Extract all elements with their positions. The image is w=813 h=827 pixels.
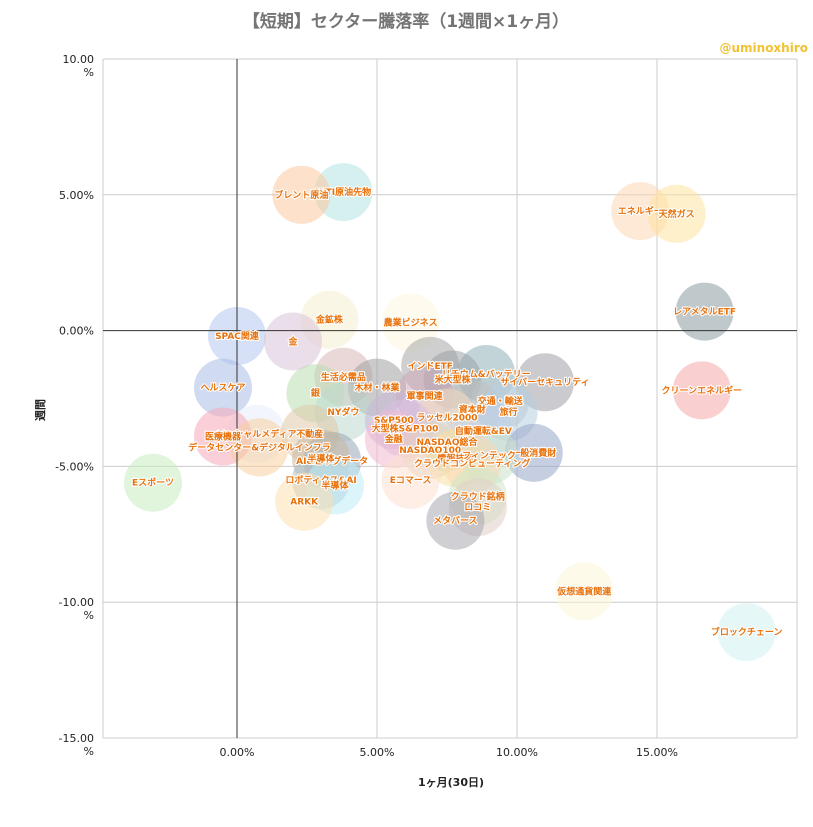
bubble-label: クリーンエネルギー bbox=[662, 384, 743, 396]
bubble-label: メタバース bbox=[433, 515, 478, 527]
bubble-label: フィンテック bbox=[462, 451, 516, 462]
bubble-label: ロボティクス&AI bbox=[285, 474, 356, 486]
bubble-label: 金 bbox=[287, 335, 298, 347]
bubble bbox=[272, 165, 331, 224]
bubble bbox=[504, 423, 563, 482]
bubble-label: リチウム&バッテリー bbox=[442, 369, 531, 380]
bubble bbox=[672, 361, 731, 420]
bubble-label: 大型株S&P100 bbox=[372, 422, 439, 434]
bubble-label: サイバーセキュリティ bbox=[500, 377, 589, 388]
bubble-label: ロコミ bbox=[464, 502, 491, 513]
bubble-label: レアメタルETF bbox=[673, 306, 736, 318]
bubble-label: NYダウ bbox=[327, 406, 359, 418]
x-tick-label: 10.00% bbox=[496, 746, 538, 759]
bubble-label: WTI原油先物 bbox=[316, 186, 371, 198]
bubble-label: 旅行 bbox=[500, 406, 518, 418]
bubble bbox=[230, 418, 289, 477]
bubble-label: 医療機器 bbox=[205, 431, 242, 443]
bubble-label: 金鉱株 bbox=[315, 314, 344, 326]
bubble bbox=[426, 491, 485, 550]
bubble-label: 半導体 bbox=[307, 452, 335, 464]
bubble-label: S&P500 bbox=[374, 416, 414, 426]
bubble-label: 情報技術 bbox=[436, 452, 473, 464]
bubble-label: ARKK bbox=[290, 498, 319, 508]
y-tick-label: -15.00 bbox=[59, 732, 94, 745]
bubble-label: ブロックチェーン bbox=[711, 626, 783, 638]
bubble-label: NASDAQ総合 bbox=[416, 436, 478, 448]
bubble-label: クラウド銘柄 bbox=[451, 490, 505, 502]
x-tick-label: 0.00% bbox=[220, 746, 255, 759]
author-handle: @uminoxhiro bbox=[719, 41, 808, 55]
bubble-label: 自動運転&EV bbox=[455, 425, 512, 437]
bubble bbox=[381, 293, 440, 352]
bubble bbox=[381, 450, 440, 509]
bubble-label: 軍事関連 bbox=[407, 390, 444, 402]
y-tick-label: 5.00% bbox=[59, 189, 94, 202]
bubble-label: ソーシャルメディア bbox=[216, 428, 296, 440]
bubble-label: NASDAQ100 bbox=[399, 446, 461, 456]
bubble-label: AI&ビッグデータ bbox=[296, 455, 368, 467]
bubble-label: インドETF bbox=[407, 361, 452, 372]
x-axis-label: 1ヶ月(30日) bbox=[418, 776, 484, 789]
zero-axes bbox=[103, 59, 797, 738]
bubble bbox=[314, 163, 373, 222]
y-tick-label-unit: % bbox=[84, 745, 94, 758]
bubble bbox=[264, 312, 322, 371]
bubble-label: Eスポーツ bbox=[132, 477, 174, 489]
y-tick-label: 0.00% bbox=[59, 325, 94, 338]
bubble bbox=[555, 562, 614, 621]
bubble-label: 交通・輸送 bbox=[478, 395, 524, 407]
bubble-label: ラッセル2000 bbox=[416, 413, 477, 424]
bubble-label: 半導体 bbox=[321, 479, 349, 491]
y-axis-label: 週間 bbox=[33, 399, 47, 421]
bubble-label: データセンター&デジタルインフラ bbox=[188, 441, 330, 453]
tick-labels: 0.00% 5.00% 10.00% 15.00% 10.00% 5.00% 0.00% -5… bbox=[55, 53, 678, 759]
bubble-label: Eコマース bbox=[390, 475, 432, 486]
y-tick-label-unit: % bbox=[84, 66, 94, 79]
bubble-label: 銀 bbox=[311, 387, 320, 399]
bubble-label: クラウドコンピューティング bbox=[414, 458, 530, 470]
bubble bbox=[275, 472, 334, 531]
bubble bbox=[717, 603, 776, 662]
bubble-label: 一般消費財 bbox=[511, 447, 556, 459]
bubble-label: 不動産 bbox=[296, 428, 323, 440]
y-tick-label: 10.00 bbox=[63, 53, 95, 66]
bubble-label: 農業ビジネス bbox=[384, 316, 438, 328]
y-tick-label: -10.00 bbox=[59, 596, 94, 609]
bubble-label: 資本財 bbox=[459, 403, 486, 415]
x-tick-label: 5.00% bbox=[360, 746, 395, 759]
x-tick-label: 15.00% bbox=[636, 746, 678, 759]
bubble bbox=[647, 184, 706, 243]
bubble bbox=[124, 453, 182, 512]
chart-title: 【短期】セクター騰落率（1週間×1ヶ月） bbox=[243, 11, 569, 32]
bubble-label: 木材・林業 bbox=[353, 382, 400, 394]
bubble-label: 米大型株 bbox=[434, 373, 472, 385]
bubble-label: ブレント原油 bbox=[274, 189, 328, 201]
bubble-label: 天然ガス bbox=[659, 208, 695, 220]
bubble-label: エネルギー bbox=[618, 205, 663, 217]
bubbles bbox=[124, 163, 776, 662]
bubble-label: 生活必需品 bbox=[321, 371, 366, 383]
y-tick-label-unit: % bbox=[84, 609, 94, 622]
bubble-label: 金融 bbox=[384, 433, 403, 445]
bubble bbox=[675, 282, 734, 341]
bubble-label: SPAC関連 bbox=[215, 330, 260, 342]
bubble-label: ヘルスケア bbox=[200, 383, 245, 394]
y-tick-label: -5.00% bbox=[55, 460, 94, 473]
bubble-label: 仮想通貨関連 bbox=[556, 585, 612, 597]
